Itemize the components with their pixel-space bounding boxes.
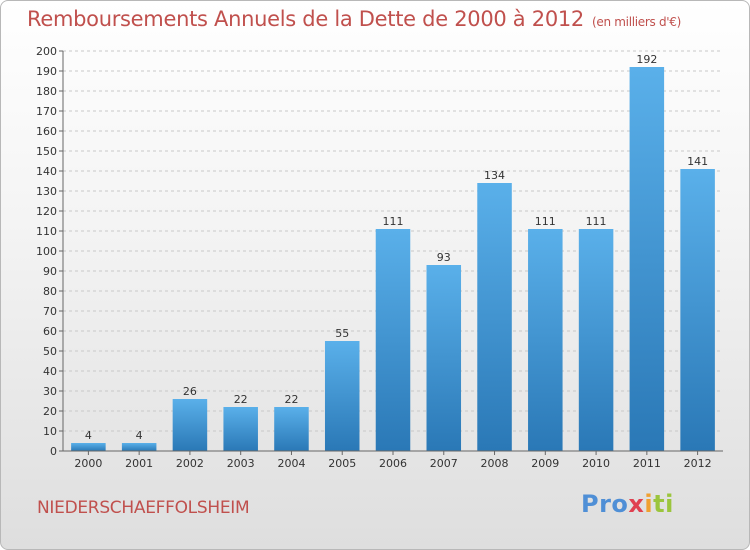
commune-name: NIEDERSCHAEFFOLSHEIM bbox=[37, 498, 250, 518]
bar-value-label: 4 bbox=[136, 429, 143, 442]
x-tick-label: 2009 bbox=[531, 457, 559, 470]
x-tick-label: 2006 bbox=[379, 457, 407, 470]
x-tick-label: 2008 bbox=[481, 457, 509, 470]
logo-part-3: i bbox=[644, 490, 654, 518]
proxiti-logo: Proxiti bbox=[581, 490, 674, 518]
bar-value-label: 111 bbox=[383, 215, 404, 228]
bar bbox=[172, 399, 208, 451]
bar-value-label: 55 bbox=[335, 327, 349, 340]
chart-title-text: Remboursements Annuels de la Dette de 20… bbox=[27, 7, 584, 31]
y-tick-label: 40 bbox=[43, 365, 57, 378]
x-tick-label: 2011 bbox=[633, 457, 661, 470]
x-tick-label: 2007 bbox=[430, 457, 458, 470]
y-tick-label: 10 bbox=[43, 425, 57, 438]
y-tick-label: 30 bbox=[43, 385, 57, 398]
bars: 4 4 26 22 22 55 111 93 134 111 111 192 141 bbox=[71, 53, 715, 451]
x-tick-label: 2012 bbox=[684, 457, 712, 470]
y-tick-label: 140 bbox=[36, 165, 57, 178]
bar-value-label: 22 bbox=[284, 393, 298, 406]
x-tick-label: 2002 bbox=[176, 457, 204, 470]
bar-value-label: 111 bbox=[586, 215, 607, 228]
bar-value-label: 4 bbox=[85, 429, 92, 442]
y-tick-label: 0 bbox=[50, 445, 57, 458]
x-tick-label: 2001 bbox=[125, 457, 153, 470]
logo-part-2: x bbox=[628, 490, 645, 518]
bar-value-label: 192 bbox=[636, 53, 657, 66]
y-axis: 0 10 20 30 40 50 60 70 80 90 100 110 120 130 140 150 160… bbox=[36, 45, 64, 458]
bar-value-label: 141 bbox=[687, 155, 708, 168]
bar bbox=[426, 265, 462, 451]
y-tick-label: 150 bbox=[36, 145, 57, 158]
y-tick-label: 20 bbox=[43, 405, 57, 418]
bar bbox=[680, 169, 715, 451]
y-tick-label: 100 bbox=[36, 245, 57, 258]
y-tick-label: 130 bbox=[36, 185, 57, 198]
logo-part-4: ti bbox=[653, 490, 674, 518]
x-tick-label: 2010 bbox=[582, 457, 610, 470]
bar-value-label: 26 bbox=[183, 385, 197, 398]
y-tick-label: 60 bbox=[43, 325, 57, 338]
bar bbox=[274, 407, 309, 451]
bar-value-label: 134 bbox=[484, 169, 505, 182]
y-tick-label: 180 bbox=[36, 85, 57, 98]
y-tick-label: 70 bbox=[43, 305, 57, 318]
x-tick-label: 2004 bbox=[277, 457, 305, 470]
x-axis: 2000 2001 2002 2003 2004 2005 2006 2007 2008 2009… bbox=[63, 450, 723, 470]
bar-value-label: 22 bbox=[234, 393, 248, 406]
y-tick-label: 110 bbox=[36, 225, 57, 238]
bar bbox=[528, 229, 563, 451]
x-tick-label: 2000 bbox=[74, 457, 102, 470]
y-tick-label: 120 bbox=[36, 205, 57, 218]
x-tick-label: 2003 bbox=[227, 457, 255, 470]
bar bbox=[324, 341, 360, 451]
bar bbox=[71, 443, 106, 451]
y-tick-label: 160 bbox=[36, 125, 57, 138]
y-tick-label: 170 bbox=[36, 105, 57, 118]
bar bbox=[477, 183, 512, 451]
logo-part-1: Pro bbox=[581, 490, 629, 518]
y-tick-label: 190 bbox=[36, 65, 57, 78]
bar-value-label: 93 bbox=[437, 251, 451, 264]
bar bbox=[223, 407, 258, 451]
chart-title: Remboursements Annuels de la Dette de 20… bbox=[27, 7, 681, 31]
y-tick-label: 50 bbox=[43, 345, 57, 358]
chart-subtitle: (en milliers d'€) bbox=[592, 15, 682, 29]
x-tick-label: 2005 bbox=[328, 457, 356, 470]
bar bbox=[629, 67, 665, 451]
bar bbox=[578, 229, 614, 451]
bar bbox=[375, 229, 411, 451]
bar bbox=[121, 443, 157, 451]
bar-value-label: 111 bbox=[535, 215, 556, 228]
y-tick-label: 90 bbox=[43, 265, 57, 278]
y-tick-label: 200 bbox=[36, 45, 57, 58]
y-tick-label: 80 bbox=[43, 285, 57, 298]
